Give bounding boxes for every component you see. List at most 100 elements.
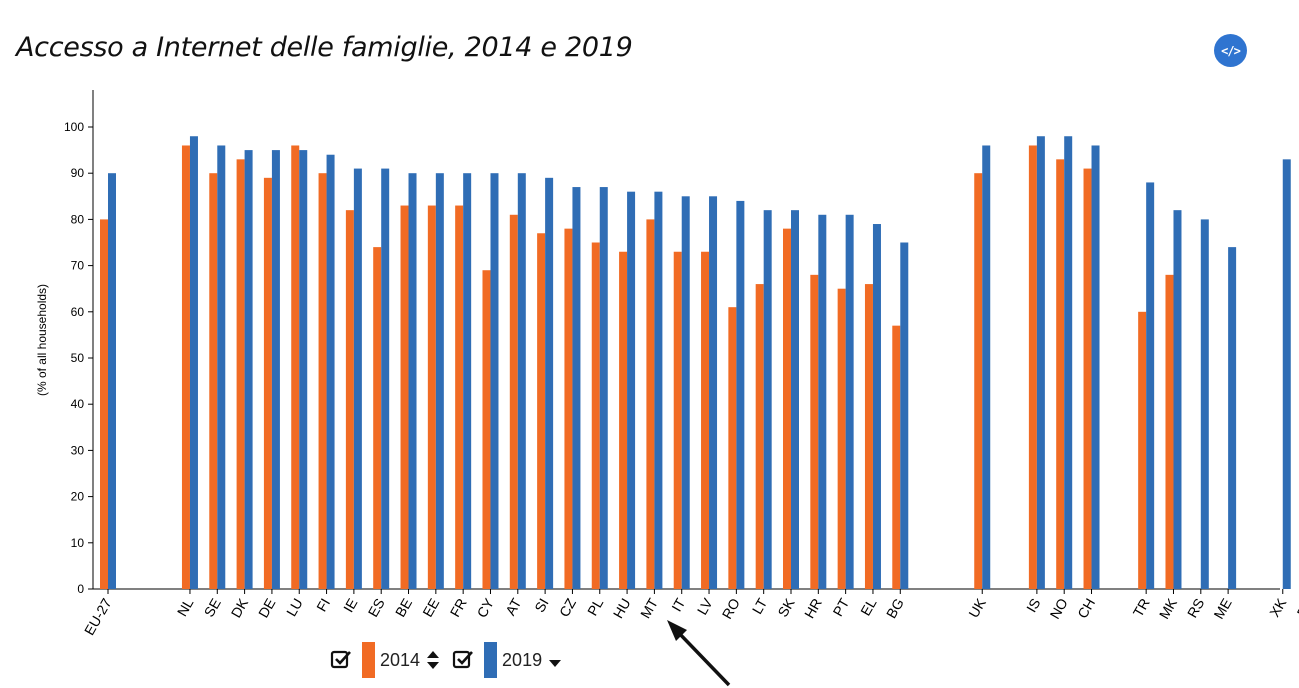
code-icon: </>	[1221, 43, 1241, 58]
bar-2014-NL	[181, 145, 190, 590]
y-tick-label: 70	[71, 259, 85, 273]
bar-2019-PT	[845, 214, 854, 589]
sort-desc-icon[interactable]	[548, 647, 562, 673]
bar-2019-HR	[818, 214, 827, 589]
bar-2019-TR	[1146, 182, 1155, 589]
legend-swatch-2019	[484, 642, 498, 678]
bar-2019-AT	[517, 173, 526, 589]
legend-item-2014[interactable]: 2014	[330, 642, 440, 678]
checkbox-checked-icon[interactable]	[452, 649, 474, 671]
bar-2014-BG	[892, 325, 901, 589]
bar-2014-LU	[291, 145, 300, 590]
bar-2019-RO	[736, 200, 745, 590]
bar-2019-FR	[463, 173, 472, 589]
bar-2019-EU-27	[108, 173, 116, 589]
legend-label-2014: 2014	[380, 649, 421, 670]
sort-both-icon[interactable]	[426, 647, 440, 673]
bar-2019-MT	[654, 191, 663, 589]
bar-2014-LV	[701, 251, 710, 590]
bar-2014-DE	[263, 177, 272, 589]
bar-2014-SK	[783, 228, 791, 589]
bar-2014-IE	[345, 210, 354, 589]
x-tick-label: NL	[174, 595, 197, 619]
y-axis-label: (% of all households)	[35, 284, 49, 396]
y-tick-label: 60	[71, 305, 85, 319]
bar-2019-DK	[244, 150, 253, 589]
bar-2019-RS	[1200, 219, 1209, 589]
bar-2014-SE	[209, 173, 218, 589]
bar-2014-ES	[373, 247, 382, 589]
x-tick-label: BA	[1293, 595, 1299, 620]
bar-2019-IS	[1036, 136, 1045, 590]
bar-2014-UK	[974, 173, 983, 589]
bar-2019-SK	[791, 210, 799, 589]
checkbox-checked-icon[interactable]	[330, 649, 352, 671]
bar-2019-DE	[271, 150, 280, 589]
bar-2014-AT	[509, 214, 518, 589]
legend: 2014 2019	[330, 640, 574, 680]
x-tick-label: LT	[749, 595, 771, 617]
bar-2014-TR	[1138, 311, 1147, 589]
legend-swatch-2014	[362, 642, 375, 678]
bar-2014-SI	[537, 233, 546, 589]
bar-2019-CH	[1091, 145, 1100, 590]
bar-2019-NL	[189, 136, 198, 590]
bar-2019-XK	[1282, 159, 1291, 589]
y-tick-label: 100	[64, 120, 84, 134]
bar-2019-PL	[599, 187, 608, 589]
bar-2019-EL	[872, 224, 881, 589]
bar-2014-NO	[1056, 159, 1065, 589]
bar-2019-EE	[435, 173, 444, 589]
bar-2019-CY	[490, 173, 499, 589]
y-tick-label: 10	[71, 536, 85, 550]
bar-2019-FI	[326, 154, 335, 589]
bar-2019-IT	[681, 196, 690, 590]
bar-2014-FR	[455, 205, 464, 590]
bar-2014-CY	[482, 270, 491, 589]
bar-2019-CZ	[572, 187, 581, 589]
x-tick-label: PL	[584, 595, 607, 618]
y-tick-label: 90	[71, 166, 85, 180]
bar-2014-IS	[1028, 145, 1037, 590]
chart-title: Accesso a Internet delle famiglie, 2014 …	[16, 32, 633, 63]
x-tick-label: EL	[857, 595, 880, 618]
bar-2019-BE	[408, 173, 417, 589]
bar-2019-ME	[1228, 247, 1237, 589]
bar-2014-CH	[1083, 168, 1092, 589]
x-tick-label: AT	[502, 595, 525, 618]
bar-2014-FI	[318, 173, 327, 589]
bar-2014-HR	[810, 274, 819, 589]
legend-item-2019[interactable]: 2019	[452, 642, 562, 678]
bar-2019-LU	[299, 150, 308, 589]
embed-code-button[interactable]: </>	[1214, 34, 1247, 67]
bar-2014-IT	[673, 251, 682, 590]
bar-2014-CZ	[564, 228, 573, 589]
y-tick-label: 20	[71, 490, 85, 504]
bar-2019-NO	[1064, 136, 1073, 590]
bar-2014-EE	[427, 205, 436, 590]
bar-2019-MK	[1173, 210, 1182, 589]
bar-2014-PT	[837, 288, 846, 589]
bar-2014-BE	[400, 205, 409, 590]
y-tick-label: 0	[77, 582, 84, 596]
bar-2019-LT	[763, 210, 772, 589]
bar-2014-MK	[1165, 274, 1174, 589]
x-tick-label: PT	[829, 595, 852, 619]
bar-2019-SE	[217, 145, 226, 590]
y-tick-label: 40	[71, 397, 85, 411]
bar-2019-LV	[709, 196, 718, 590]
x-tick-label: LV	[694, 595, 716, 618]
x-tick-label: LU	[283, 596, 306, 620]
bar-2019-UK	[982, 145, 991, 590]
bar-2019-IE	[353, 168, 362, 589]
y-tick-label: 50	[71, 351, 85, 365]
bar-2014-EU-27	[100, 219, 108, 589]
bar-2014-HU	[619, 251, 628, 590]
bar-2019-SI	[545, 177, 554, 589]
bar-2014-PL	[591, 242, 600, 589]
bar-2019-HU	[627, 191, 636, 589]
bar-2014-DK	[236, 159, 245, 589]
bar-2019-ES	[381, 168, 390, 589]
